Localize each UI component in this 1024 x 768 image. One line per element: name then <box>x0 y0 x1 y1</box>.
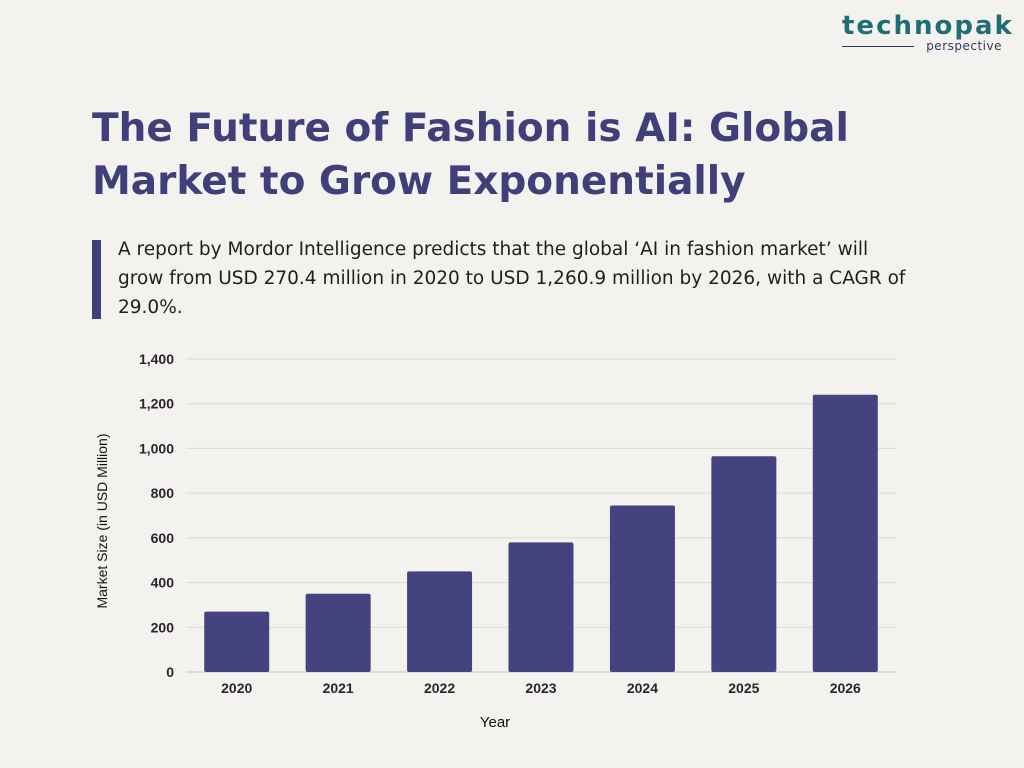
x-tick-label: 2021 <box>323 680 354 696</box>
x-tick-label: 2025 <box>728 680 759 696</box>
x-tick-label: 2020 <box>221 680 252 696</box>
y-tick-label: 600 <box>151 530 175 546</box>
y-axis-title: Market Size (in USD Million) <box>94 433 110 609</box>
y-tick-label: 1,400 <box>139 351 174 367</box>
x-tick-label: 2024 <box>627 680 658 696</box>
x-tick-label: 2023 <box>525 680 556 696</box>
y-axis-ticks: 0 200 400 600 800 1,000 1,200 1,400 <box>139 351 174 680</box>
y-tick-label: 1,200 <box>139 396 174 412</box>
bar-2022 <box>407 571 473 672</box>
bar-2020 <box>204 611 270 672</box>
x-axis-title: Year <box>479 714 511 731</box>
summary-text: A report by Mordor Intelligence predicts… <box>118 239 906 318</box>
quote-accent-bar <box>92 240 101 319</box>
brand-logo: technopak perspective <box>842 10 1014 53</box>
bar-2024 <box>609 505 675 672</box>
y-tick-label: 200 <box>151 619 175 635</box>
bar-2026 <box>812 394 878 672</box>
y-tick-label: 0 <box>166 664 174 680</box>
y-tick-label: 400 <box>151 575 175 591</box>
brand-tagline: perspective <box>926 39 1002 53</box>
y-tick-label: 1,000 <box>139 440 174 456</box>
x-axis-ticks: 2020 2021 2022 2023 2024 2025 2026 <box>221 680 861 696</box>
x-tick-label: 2026 <box>830 680 861 696</box>
brand-name: technopak <box>842 11 1014 41</box>
x-tick-label: 2022 <box>424 680 455 696</box>
bar-2021 <box>305 593 371 672</box>
chart-gridlines <box>186 358 896 673</box>
page-title: The Future of Fashion is AI: Global Mark… <box>92 106 849 204</box>
bar-2023 <box>508 542 574 672</box>
y-tick-label: 800 <box>151 485 175 501</box>
bar-2025 <box>711 456 777 672</box>
brand-divider <box>842 46 914 47</box>
chart-bars <box>204 394 878 672</box>
